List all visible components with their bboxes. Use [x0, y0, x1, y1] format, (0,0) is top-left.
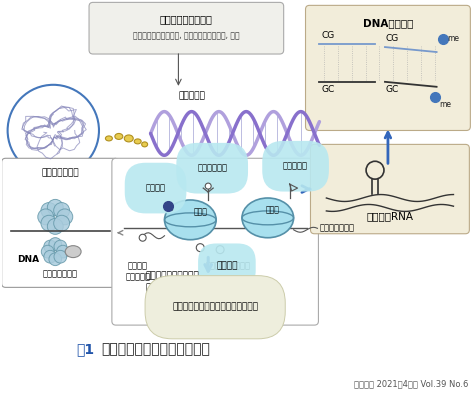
Text: クロマチン: クロマチン [179, 91, 206, 100]
Text: ヒストン八量体: ヒストン八量体 [41, 169, 79, 178]
Text: セリン・スレオニン: セリン・スレオニン [206, 262, 251, 271]
Text: 高次クロマチン構造: 高次クロマチン構造 [160, 14, 213, 24]
Text: リジン・
アルギニン: リジン・ アルギニン [125, 262, 150, 281]
Text: リーダータンパク質に
よって多彩な効果: リーダータンパク質に よって多彩な効果 [146, 272, 200, 292]
Text: メチル化: メチル化 [146, 183, 165, 193]
Ellipse shape [65, 246, 81, 258]
Circle shape [44, 251, 56, 263]
Text: リジン: リジン [193, 207, 207, 216]
Circle shape [41, 202, 57, 218]
Text: CG: CG [321, 31, 335, 40]
Circle shape [139, 234, 146, 241]
Ellipse shape [164, 200, 216, 240]
Circle shape [38, 209, 54, 225]
Circle shape [54, 215, 70, 231]
Circle shape [41, 215, 57, 231]
FancyBboxPatch shape [310, 145, 469, 234]
Text: ユビキチン化: ユビキチン化 [197, 164, 227, 173]
Text: エピゲノムの分子実体の概要: エピゲノムの分子実体の概要 [101, 342, 210, 356]
Text: ヒストン修飾，クロマチン結合因子: ヒストン修飾，クロマチン結合因子 [172, 303, 258, 312]
Circle shape [47, 218, 63, 234]
Text: リン酸化: リン酸化 [216, 262, 237, 270]
Circle shape [54, 240, 67, 253]
Text: トポロジカルドメイン, ラミナ関連ドメイン, など: トポロジカルドメイン, ラミナ関連ドメイン, など [133, 32, 240, 40]
Text: 実験医学 2021年4月号 Vol.39 No.6: 実験医学 2021年4月号 Vol.39 No.6 [354, 380, 468, 389]
Circle shape [41, 245, 54, 258]
FancyBboxPatch shape [1, 158, 119, 287]
Circle shape [54, 251, 67, 263]
Text: アセチル化: アセチル化 [283, 162, 308, 171]
FancyBboxPatch shape [89, 2, 283, 54]
Text: me: me [447, 34, 459, 42]
FancyBboxPatch shape [306, 6, 470, 131]
Text: DNAメチル化: DNAメチル化 [363, 18, 413, 28]
Ellipse shape [134, 139, 141, 144]
Text: 図1: 図1 [76, 342, 94, 356]
Text: CG: CG [386, 34, 399, 43]
Circle shape [205, 183, 211, 189]
Ellipse shape [105, 136, 112, 141]
Text: me: me [439, 100, 452, 109]
Circle shape [49, 253, 62, 266]
Circle shape [44, 240, 56, 253]
Circle shape [47, 199, 63, 215]
Text: ヒストンテール: ヒストンテール [319, 223, 355, 232]
Ellipse shape [142, 142, 147, 147]
Text: GC: GC [386, 85, 399, 94]
Circle shape [56, 245, 69, 258]
Circle shape [57, 209, 73, 225]
Circle shape [196, 244, 204, 252]
Circle shape [49, 238, 62, 251]
Text: 非コードRNA: 非コードRNA [366, 211, 413, 221]
Circle shape [54, 202, 70, 218]
Ellipse shape [242, 198, 293, 238]
Circle shape [8, 85, 99, 176]
Circle shape [216, 246, 224, 254]
Text: ヌクレオソーム: ヌクレオソーム [43, 269, 78, 278]
FancyBboxPatch shape [112, 158, 319, 325]
Ellipse shape [115, 133, 123, 139]
Text: GC: GC [321, 85, 335, 94]
Ellipse shape [124, 135, 133, 142]
Text: DNA: DNA [18, 255, 40, 264]
Text: リジン: リジン [266, 205, 280, 214]
